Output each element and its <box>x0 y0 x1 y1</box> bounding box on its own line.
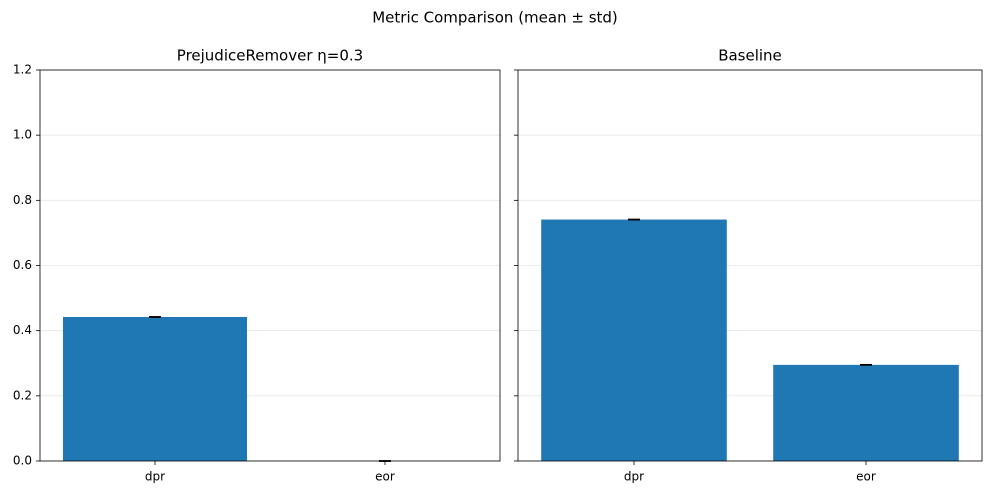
y-tick-label: 1.2 <box>13 63 32 77</box>
x-tick-label: eor <box>856 470 876 484</box>
y-tick-label: 1.0 <box>13 128 32 142</box>
y-tick-label: 0.8 <box>13 193 32 207</box>
x-tick-label: dpr <box>145 470 165 484</box>
axes-frame <box>39 69 501 462</box>
subplot-title: PrejudiceRemover η=0.3 <box>177 47 363 65</box>
figure-title: Metric Comparison (mean ± std) <box>372 9 618 27</box>
subplot-title: Baseline <box>718 47 782 65</box>
x-tick-label: dpr <box>624 470 644 484</box>
y-tick-label: 0.4 <box>13 323 32 337</box>
error-bar <box>149 316 161 318</box>
y-tick-label: 0.6 <box>13 258 32 272</box>
y-tick-label: 0.2 <box>13 388 32 402</box>
axes-frame <box>517 69 983 462</box>
error-bar <box>860 363 872 366</box>
bar <box>63 316 247 461</box>
x-tick-label: eor <box>375 470 395 484</box>
bar <box>773 364 959 461</box>
error-bar <box>628 218 640 221</box>
bar <box>541 219 727 461</box>
y-tick-label: 0.0 <box>13 454 32 468</box>
